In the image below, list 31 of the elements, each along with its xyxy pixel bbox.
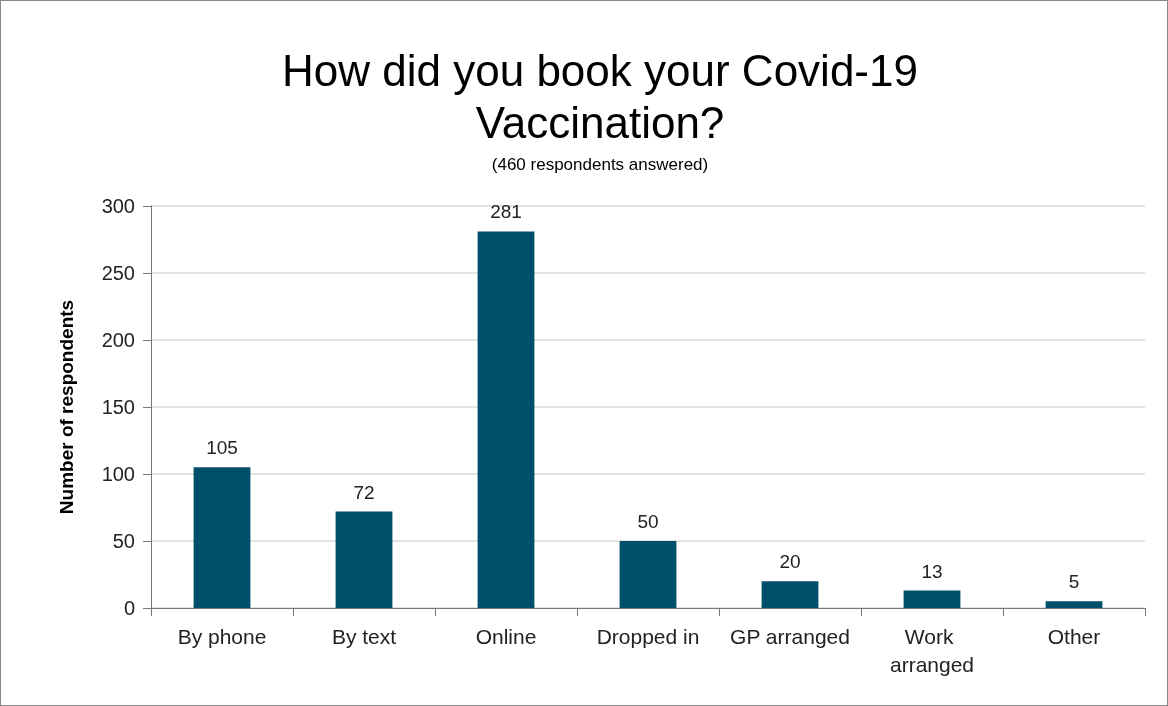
y-tick-label: 50 <box>112 530 135 552</box>
y-tick-label: 0 <box>123 597 135 619</box>
bar <box>761 581 819 608</box>
x-tick-label: By phone <box>177 624 267 648</box>
y-tick-label: 100 <box>101 463 135 485</box>
x-tick-label: Dropped in <box>596 624 700 648</box>
y-tick-label: 250 <box>101 262 135 284</box>
bar <box>335 511 393 608</box>
x-tick-label: GP arranged <box>730 624 850 648</box>
y-tick-label: 200 <box>101 329 135 351</box>
x-tick-label: Other <box>1047 624 1101 648</box>
data-label: 105 <box>206 437 238 459</box>
x-tick-label: Work arranged <box>889 624 975 676</box>
data-label: 5 <box>1068 571 1080 593</box>
y-tick-label: 300 <box>101 195 135 217</box>
bar <box>619 541 677 608</box>
data-label: 281 <box>490 201 522 223</box>
bar <box>477 231 535 608</box>
chart-subtitle: (460 respondents answered) <box>491 155 709 174</box>
chart-title: How did you book your Covid-19 Vaccination? <box>282 45 918 147</box>
data-label: 72 <box>353 481 375 503</box>
x-tick-label: By text <box>331 624 397 648</box>
y-axis-title: Number of respondents <box>56 299 77 515</box>
y-tick-label: 150 <box>101 396 135 418</box>
bar <box>1045 601 1103 608</box>
bar <box>193 467 251 608</box>
data-label: 50 <box>637 511 659 532</box>
bar <box>903 590 961 608</box>
x-tick-label: Online <box>475 624 537 648</box>
data-label: 13 <box>921 560 943 582</box>
data-label: 20 <box>779 551 801 573</box>
